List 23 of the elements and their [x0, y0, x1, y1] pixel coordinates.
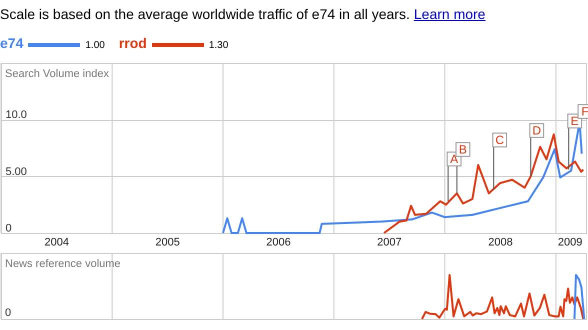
y-tick-label: 5.00 — [6, 166, 27, 178]
x-tick-label: 2007 — [377, 236, 402, 248]
y-axis-title: News reference volume — [5, 258, 121, 270]
x-tick-label: 2008 — [488, 236, 513, 248]
x-tick-label: 2004 — [44, 236, 70, 248]
annotation: F — [581, 104, 588, 118]
y-axis-title: Search Volume index — [5, 68, 110, 80]
y-tick-label: 0 — [6, 222, 12, 234]
x-tick-label: 2006 — [266, 236, 291, 248]
text: 1.30 — [208, 40, 228, 51]
annotation: A — [450, 152, 458, 166]
annotation: E — [570, 114, 579, 128]
annotation: D — [532, 124, 542, 138]
text: 1.00 — [85, 40, 105, 51]
y-tick-label: 10.0 — [6, 109, 27, 122]
x-tick-label: 2009 — [558, 236, 582, 248]
annotation: B — [458, 142, 467, 156]
text: Learn more — [414, 6, 486, 22]
x-tick-label: 2005 — [155, 236, 180, 248]
chart-title: Scale is based on the average worldwide traffic of e74 in all years. — [0, 6, 410, 22]
legend-label: e74 — [0, 35, 24, 51]
legend-label: rrod — [118, 35, 147, 51]
annotation: C — [495, 133, 504, 147]
